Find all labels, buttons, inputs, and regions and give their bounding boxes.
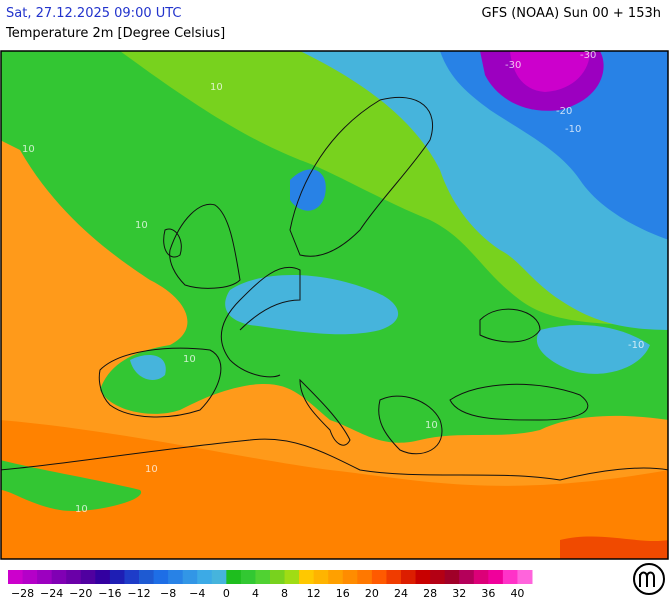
legend-swatch bbox=[444, 570, 460, 584]
legend-swatch bbox=[386, 570, 402, 584]
contour-label: 10 bbox=[22, 144, 35, 155]
legend-swatch bbox=[502, 570, 518, 584]
legend-swatch bbox=[313, 570, 329, 584]
legend-swatch bbox=[226, 570, 242, 584]
legend-tick-label: −24 bbox=[40, 587, 63, 600]
legend-tick-label: 36 bbox=[481, 587, 495, 600]
legend-swatch bbox=[22, 570, 38, 584]
legend-swatch bbox=[124, 570, 140, 584]
logo-ring bbox=[633, 563, 665, 595]
legend-tick-label: 32 bbox=[452, 587, 466, 600]
legend-tick-label: 40 bbox=[510, 587, 524, 600]
contour-label: 10 bbox=[425, 420, 438, 431]
legend-swatch bbox=[182, 570, 198, 584]
contour-label: -30 bbox=[505, 60, 521, 71]
contour-label: -20 bbox=[556, 106, 572, 117]
color-legend: −28 −24 −20 −16 −12 −8 −4 0 4 8 12 16 20 24 28 32 36 40 bbox=[8, 570, 533, 600]
legend-tick-label: 0 bbox=[223, 587, 230, 600]
legend-tick-label: 28 bbox=[423, 587, 437, 600]
legend-swatch bbox=[517, 570, 533, 584]
contour-label: 10 bbox=[135, 220, 148, 231]
contour-label: 10 bbox=[183, 354, 196, 365]
legend-swatch bbox=[415, 570, 431, 584]
legend-tick-label: 24 bbox=[394, 587, 408, 600]
coastlines bbox=[1, 96, 668, 481]
cold-pocket-central bbox=[225, 275, 399, 335]
atlas-cool bbox=[1, 460, 142, 511]
contour-label: -10 bbox=[628, 340, 644, 351]
cold-pocket-iberia bbox=[130, 355, 166, 380]
colder-area bbox=[440, 51, 668, 240]
legend-swatch bbox=[211, 570, 227, 584]
legend-swatch bbox=[299, 570, 315, 584]
legend-swatch bbox=[153, 570, 169, 584]
contour-label: -10 bbox=[565, 124, 581, 135]
legend-tick-label: −8 bbox=[160, 587, 176, 600]
cold-pocket-east bbox=[536, 325, 650, 374]
legend-swatch bbox=[328, 570, 344, 584]
coast-france bbox=[220, 266, 301, 378]
legend-swatch bbox=[240, 570, 256, 584]
contour-label: 10 bbox=[145, 464, 158, 475]
coast-anatolia bbox=[449, 383, 589, 421]
coast-africa bbox=[1, 438, 668, 481]
legend-swatch bbox=[371, 570, 387, 584]
legend-swatch bbox=[80, 570, 96, 584]
legend-swatch bbox=[109, 570, 125, 584]
legend-tick-label: 16 bbox=[336, 587, 350, 600]
legend-swatch bbox=[284, 570, 300, 584]
datetime: Sat, 27.12.2025 09:00 UTC bbox=[6, 6, 182, 21]
legend-swatch bbox=[357, 570, 373, 584]
legend-swatch bbox=[51, 570, 67, 584]
hot-south bbox=[1, 420, 668, 559]
logo bbox=[633, 563, 665, 595]
legend-swatch bbox=[139, 570, 155, 584]
legend-tick-label: 12 bbox=[307, 587, 321, 600]
legend-swatch bbox=[473, 570, 489, 584]
temperature-field bbox=[1, 51, 668, 559]
model-run: GFS (NOAA) Sun 00 + 153h bbox=[481, 6, 661, 21]
legend-swatch bbox=[270, 570, 286, 584]
legend-swatch bbox=[401, 570, 417, 584]
hottest bbox=[560, 536, 668, 559]
coast-italy bbox=[299, 378, 351, 446]
legend-tick-label: −20 bbox=[69, 587, 92, 600]
legend-swatch bbox=[459, 570, 475, 584]
legend-swatch bbox=[255, 570, 271, 584]
legend-tick-label: −12 bbox=[127, 587, 150, 600]
cold-pocket-norway bbox=[290, 169, 326, 211]
contour-label: -30 bbox=[580, 50, 596, 61]
legend-swatch bbox=[342, 570, 358, 584]
coast-scandinavia bbox=[289, 96, 434, 257]
contour-labels: 10 10 10 10 10 10 -10 -10 -20 -30 -30 10 bbox=[22, 50, 644, 515]
coast-greece bbox=[378, 395, 443, 455]
map-frame bbox=[0, 50, 669, 560]
legend-swatch bbox=[8, 570, 24, 584]
logo-glyph bbox=[639, 571, 655, 587]
legend-tick-label: 20 bbox=[365, 587, 379, 600]
parameter: Temperature 2m [Degree Celsius] bbox=[6, 26, 226, 41]
coldest-core bbox=[510, 51, 590, 92]
legend-tick-label: 8 bbox=[281, 587, 288, 600]
contour-label: 10 bbox=[210, 82, 223, 93]
coast-black-sea bbox=[479, 308, 541, 343]
legend-swatch bbox=[488, 570, 504, 584]
legend-tick-label: −4 bbox=[189, 587, 205, 600]
legend-tick-label: 4 bbox=[252, 587, 259, 600]
legend-swatch bbox=[37, 570, 53, 584]
legend-tick-label: −28 bbox=[11, 587, 34, 600]
legend-swatch bbox=[430, 570, 446, 584]
legend-swatch bbox=[168, 570, 184, 584]
legend-swatch bbox=[197, 570, 213, 584]
legend-swatch bbox=[95, 570, 111, 584]
legend-swatch bbox=[66, 570, 82, 584]
coast-britain bbox=[169, 203, 241, 289]
contour-label: 10 bbox=[75, 504, 88, 515]
legend-tick-label: −16 bbox=[98, 587, 121, 600]
coast-ireland bbox=[163, 228, 182, 258]
coast-iberia bbox=[98, 347, 222, 418]
